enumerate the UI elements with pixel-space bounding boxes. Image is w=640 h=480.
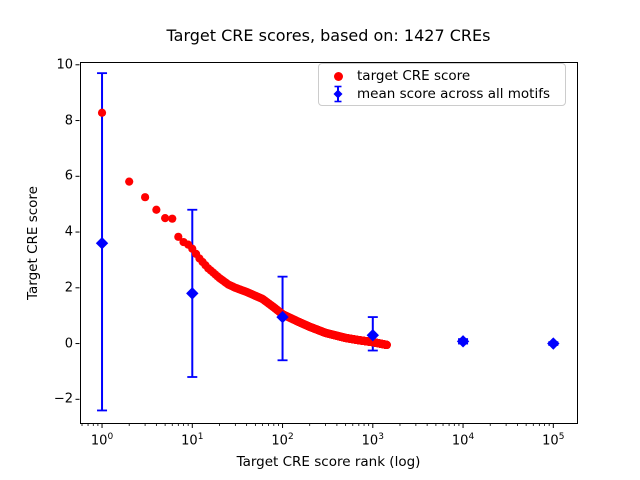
legend-marker — [319, 71, 357, 81]
x-tick-label: 104 — [451, 432, 475, 449]
axes-spines — [80, 62, 578, 424]
x-tick-label: 101 — [181, 432, 204, 449]
mean-score-diamond — [95, 236, 109, 250]
scatter-point — [382, 340, 391, 350]
mean-score-diamond — [456, 335, 470, 348]
y-tick-label: 8 — [64, 113, 73, 129]
x-tick-label: 100 — [90, 432, 114, 449]
y-tick-label: 4 — [64, 224, 73, 240]
mean-score-diamond — [276, 310, 289, 324]
legend-marker — [319, 85, 357, 103]
y-tick-label: −2 — [53, 391, 73, 407]
y-tick-label: 10 — [56, 57, 73, 73]
y-tick-label: 6 — [64, 168, 73, 184]
mean-score-diamond — [366, 328, 380, 342]
x-tick-label: 102 — [271, 432, 294, 449]
scatter-point — [161, 214, 170, 223]
scatter-point — [97, 108, 107, 117]
scatter-point — [125, 177, 134, 186]
legend-entry-mean-score: mean score across all motifs — [319, 85, 565, 103]
y-tick-label: 2 — [64, 280, 73, 296]
chart-title: Target CRE scores, based on: 1427 CREs — [166, 26, 491, 45]
target-score-series — [97, 108, 391, 350]
x-axis-label: Target CRE score rank (log) — [236, 454, 421, 470]
scatter-point — [168, 214, 177, 223]
blue-diamond-errorbar-marker-icon — [333, 85, 343, 103]
y-tick-label: 0 — [64, 336, 73, 352]
x-tick-label: 103 — [361, 432, 384, 449]
legend-entry-target-score: target CRE score — [319, 67, 565, 85]
scatter-point — [141, 193, 150, 202]
x-tick-label: 105 — [542, 432, 565, 449]
mean-score-diamond — [547, 337, 560, 350]
scatter-point — [174, 232, 183, 241]
legend-label: target CRE score — [357, 68, 471, 84]
scatter-point — [152, 205, 161, 214]
legend: target CRE score mean score across all m… — [318, 63, 566, 106]
mean-score-diamond — [186, 287, 199, 300]
legend-label: mean score across all motifs — [357, 86, 551, 102]
red-circle-marker-icon — [333, 71, 343, 81]
